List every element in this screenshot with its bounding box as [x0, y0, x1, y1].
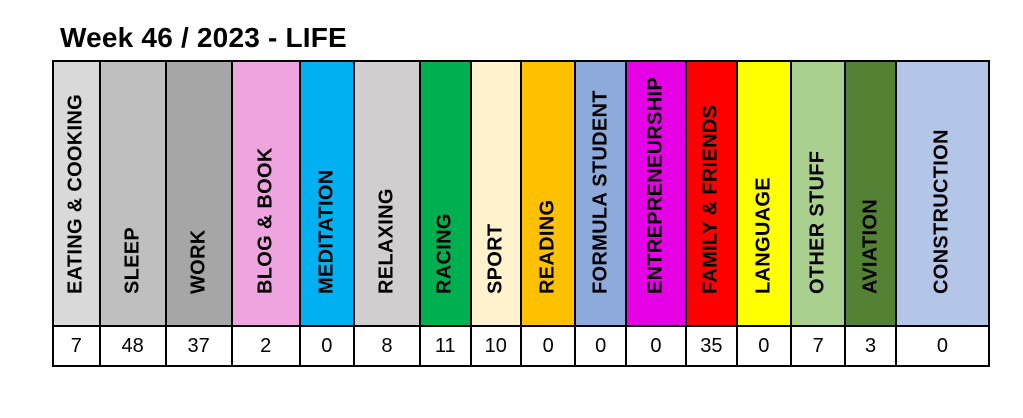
category-column: FAMILY & FRIENDS 35 — [687, 62, 738, 365]
category-value: 0 — [522, 327, 575, 365]
category-value: 8 — [354, 327, 419, 365]
category-value: 37 — [166, 327, 231, 365]
category-value: 0 — [300, 327, 353, 365]
category-header: READING — [522, 62, 575, 327]
category-column: LANGUAGE 0 — [737, 62, 792, 365]
category-header: RACING — [421, 62, 470, 327]
category-label: RELAXING — [375, 188, 398, 294]
category-column: SPORT 10 — [471, 62, 522, 365]
category-header: ENTREPRENEURSHIP — [626, 62, 686, 327]
category-label: READING — [536, 199, 559, 294]
category-table: EATING & COOKING 7 SLEEP 48 WORK 37 BLOG & … — [52, 60, 990, 367]
category-header: SPORT — [471, 62, 520, 327]
category-label: RACING — [433, 213, 456, 294]
category-column: OTHER STUFF 7 — [791, 62, 847, 365]
category-label: SLEEP — [121, 226, 144, 294]
category-column: FORMULA STUDENT 0 — [576, 62, 627, 365]
category-value: 10 — [471, 327, 520, 365]
category-header: WORK — [166, 62, 231, 327]
category-column: RELAXING 8 — [354, 62, 421, 365]
category-header: SLEEP — [100, 62, 165, 327]
category-column: RACING 11 — [421, 62, 472, 365]
category-value: 0 — [626, 327, 686, 365]
category-value: 0 — [896, 327, 988, 365]
category-label: CONSTRUCTION — [930, 129, 953, 294]
category-column: EATING & COOKING 7 — [54, 62, 101, 365]
category-column: BLOG & BOOK 2 — [232, 62, 301, 365]
category-label: EATING & COOKING — [64, 94, 87, 294]
category-column: WORK 37 — [166, 62, 233, 365]
category-column: ENTREPRENEURSHIP 0 — [626, 62, 688, 365]
category-label: FORMULA STUDENT — [589, 90, 612, 294]
category-header: RELAXING — [354, 62, 419, 327]
category-label: WORK — [187, 229, 210, 294]
category-label: OTHER STUFF — [806, 150, 829, 294]
category-value: 7 — [54, 327, 99, 365]
category-label: BLOG & BOOK — [254, 147, 277, 294]
category-header: MEDITATION — [300, 62, 353, 327]
category-header: LANGUAGE — [737, 62, 790, 327]
category-value: 35 — [687, 327, 736, 365]
category-header: FAMILY & FRIENDS — [687, 62, 736, 327]
category-column: CONSTRUCTION 0 — [896, 62, 988, 365]
category-value: 2 — [232, 327, 299, 365]
category-header: AVIATION — [846, 62, 895, 327]
category-header: FORMULA STUDENT — [576, 62, 625, 327]
category-header: EATING & COOKING — [54, 62, 99, 327]
category-value: 0 — [737, 327, 790, 365]
category-value: 11 — [421, 327, 470, 365]
category-value: 7 — [791, 327, 845, 365]
category-column: AVIATION 3 — [846, 62, 897, 365]
category-header: CONSTRUCTION — [896, 62, 988, 327]
category-label: ENTREPRENEURSHIP — [644, 76, 667, 294]
category-label: SPORT — [484, 223, 507, 294]
category-label: FAMILY & FRIENDS — [699, 104, 722, 294]
category-label: MEDITATION — [315, 169, 338, 294]
category-header: BLOG & BOOK — [232, 62, 299, 327]
category-label: LANGUAGE — [752, 177, 775, 294]
category-column: READING 0 — [522, 62, 577, 365]
category-value: 3 — [846, 327, 895, 365]
category-value: 48 — [100, 327, 165, 365]
category-value: 0 — [576, 327, 625, 365]
category-label: AVIATION — [859, 199, 882, 294]
category-header: OTHER STUFF — [791, 62, 845, 327]
page-title: Week 46 / 2023 - LIFE — [60, 22, 347, 53]
category-column: MEDITATION 0 — [300, 62, 355, 365]
category-column: SLEEP 48 — [100, 62, 167, 365]
